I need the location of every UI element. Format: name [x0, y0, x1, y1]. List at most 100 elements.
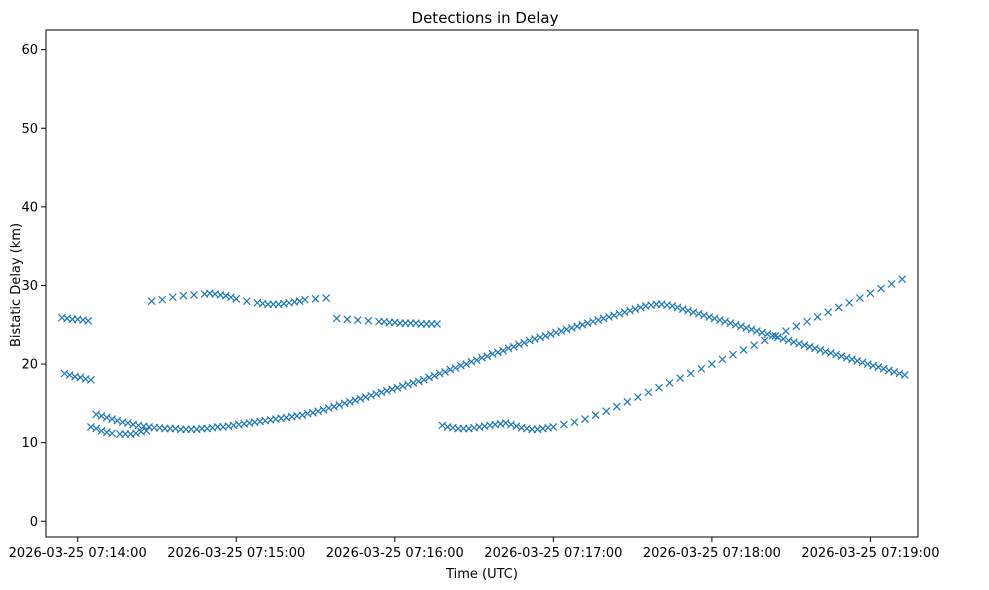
data-point-marker: [335, 401, 344, 409]
data-point-marker: [760, 336, 769, 345]
data-point-marker: [123, 419, 132, 427]
data-point-marker: [811, 344, 819, 353]
data-point-marker: [694, 309, 703, 318]
data-point-marker: [419, 375, 428, 384]
data-point-marker: [501, 419, 510, 427]
data-point-marker: [821, 347, 830, 356]
data-point-marker: [559, 420, 568, 429]
data-point-marker: [633, 393, 642, 402]
x-tick-label: 2026-03-25 07:16:00: [326, 546, 464, 561]
data-point-marker: [525, 336, 534, 345]
data-point-marker: [351, 396, 360, 405]
data-point-marker: [507, 420, 515, 429]
data-point-marker: [718, 355, 727, 364]
data-point-marker: [330, 402, 338, 411]
data-point-marker: [747, 325, 756, 334]
data-point-marker: [311, 294, 320, 303]
data-point-marker: [848, 355, 856, 364]
data-point-marker: [562, 325, 571, 334]
x-axis-label: Time (UTC): [445, 567, 518, 582]
data-point-marker: [792, 322, 801, 331]
data-point-marker: [879, 364, 888, 373]
x-tick-label: 2026-03-25 07:15:00: [167, 546, 305, 561]
data-point-marker: [853, 357, 862, 365]
data-point-marker: [314, 407, 323, 416]
data-point-marker: [308, 408, 317, 417]
data-point-marker: [570, 418, 579, 427]
data-point-marker: [541, 331, 550, 340]
data-point-marker: [142, 426, 151, 435]
data-point-marker: [673, 303, 682, 312]
data-point-marker: [816, 345, 825, 354]
data-point-marker: [361, 393, 370, 402]
data-point-marker: [446, 365, 455, 374]
data-point-marker: [92, 410, 101, 419]
data-point-marker: [84, 316, 93, 325]
data-point-marker: [837, 352, 846, 361]
data-point-marker: [168, 293, 177, 302]
data-point-marker: [499, 346, 508, 355]
data-point-marker: [393, 383, 402, 392]
data-point-marker: [805, 342, 814, 351]
data-point-marker: [631, 305, 640, 313]
data-point-marker: [710, 314, 719, 323]
y-axis-label: Bistatic Delay (km): [9, 223, 24, 347]
y-axis: 0 10 20 30 40 50 60: [21, 43, 46, 530]
data-point-marker: [715, 316, 724, 324]
data-point-marker: [737, 322, 745, 331]
data-point-marker: [604, 312, 613, 321]
data-point-marker: [158, 295, 167, 304]
data-point-marker: [795, 339, 804, 348]
data-point-marker: [742, 323, 751, 332]
data-point-marker: [731, 320, 740, 329]
data-point-marker: [594, 316, 603, 324]
data-point-marker: [512, 422, 521, 431]
data-point-marker: [842, 353, 851, 362]
data-point-marker: [377, 388, 386, 397]
data-point-marker: [472, 356, 481, 365]
data-point-marker: [866, 289, 875, 298]
data-point-marker: [86, 375, 95, 384]
data-point-marker: [573, 322, 582, 331]
data-point-marker: [353, 316, 362, 324]
data-point-marker: [620, 308, 629, 317]
y-tick-label: 10: [21, 436, 38, 451]
data-point-marker: [332, 314, 341, 323]
data-point-marker: [779, 334, 788, 343]
data-point-marker: [583, 319, 592, 328]
data-point-marker: [60, 369, 69, 378]
data-point-marker: [356, 394, 365, 403]
data-point-marker: [515, 340, 523, 349]
data-point-marker: [623, 397, 632, 406]
data-point-marker: [591, 411, 600, 420]
data-point-marker: [900, 371, 909, 379]
data-point-marker: [824, 308, 833, 317]
data-point-marker: [546, 330, 555, 339]
data-point-marker: [536, 333, 545, 342]
data-point-marker: [599, 314, 608, 323]
data-point-marker: [784, 336, 793, 345]
data-point-marker: [456, 361, 465, 370]
data-point-marker: [414, 377, 423, 386]
chart-title: Detections in Delay: [412, 9, 559, 27]
data-point-marker: [678, 305, 687, 313]
plot-area: [57, 275, 909, 438]
data-point-marker: [676, 374, 685, 383]
x-axis: 2026-03-25 07:14:00 2026-03-25 07:15:00 20…: [9, 537, 939, 561]
data-point-marker: [530, 334, 539, 343]
data-point-marker: [763, 330, 772, 339]
data-point-marker: [602, 407, 611, 416]
data-point-marker: [877, 284, 885, 293]
data-point-marker: [665, 379, 674, 387]
data-point-marker: [382, 386, 391, 395]
data-point-marker: [874, 363, 883, 372]
data-point-marker: [86, 423, 95, 431]
data-point-marker: [324, 404, 333, 413]
data-point-marker: [863, 360, 872, 368]
data-point-marker: [131, 429, 140, 438]
data-point-marker: [855, 294, 864, 302]
data-point-marker: [409, 379, 418, 387]
data-point-marker: [372, 390, 381, 398]
data-point-marker: [65, 371, 74, 379]
